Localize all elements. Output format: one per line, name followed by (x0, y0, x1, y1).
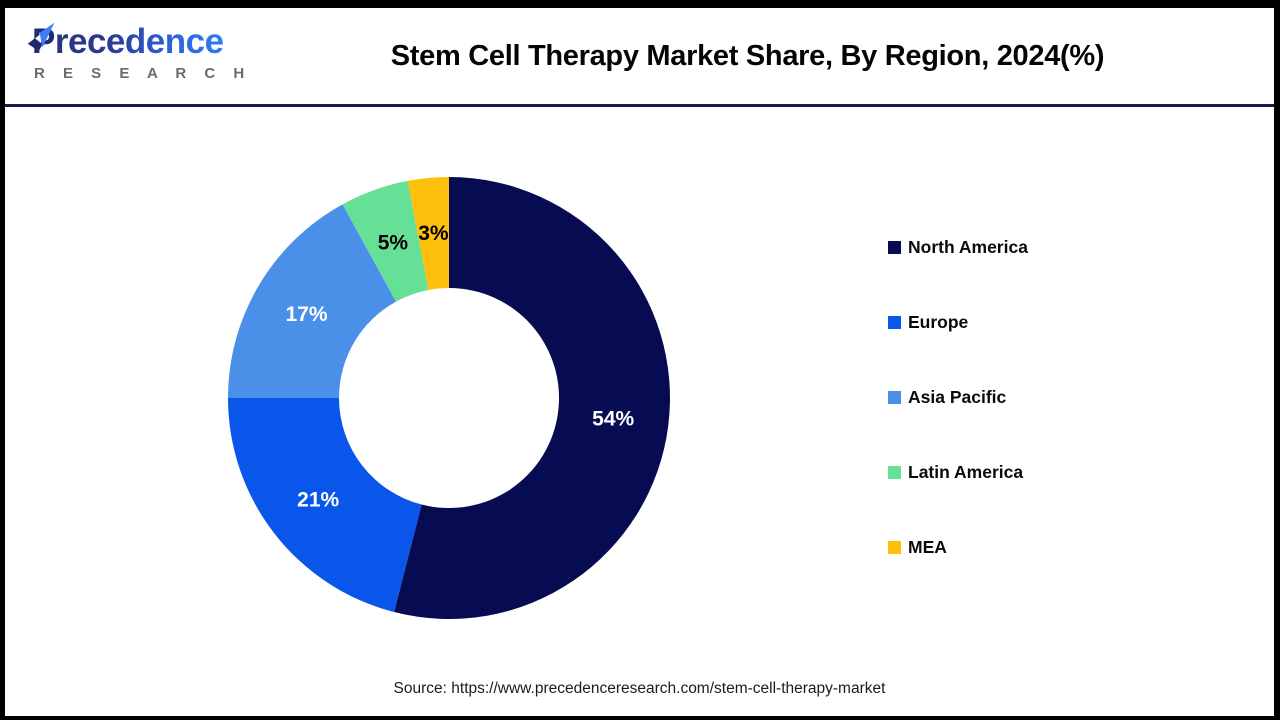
legend-marker-mea (888, 540, 901, 554)
header-divider (5, 104, 1274, 107)
legend-item-latin-america: Latin America (888, 462, 1028, 482)
slice-asia-pacific (228, 204, 397, 398)
slice-latin-america (342, 180, 429, 302)
logo-brand-text: Precedence (32, 22, 224, 61)
legend-item-north-america: North America (888, 237, 1028, 257)
slice-value-label-europe: 21% (297, 488, 339, 511)
legend-item-mea: MEA (888, 537, 1028, 557)
legend-label-europe: Europe (908, 311, 969, 332)
legend-label-latin-america: Latin America (908, 461, 1024, 482)
source-link: Source: https://www.precedenceresearch.c… (393, 680, 886, 697)
legend-marker-europe (888, 315, 901, 329)
slice-value-label-asia-pacific: 17% (285, 303, 327, 326)
legend-marker-asia-pacific (888, 390, 901, 404)
legend-label-north-america: North America (908, 236, 1028, 257)
chart-legend: North America Europe Asia Pacific Latin Ame… (888, 237, 1028, 612)
slice-mea (407, 177, 449, 290)
paper-plane-logo-icon (27, 22, 55, 52)
legend-item-europe: Europe (888, 312, 1028, 332)
slice-value-label-mea: 3% (418, 222, 449, 245)
donut-chart: 54% 21% 17% 5% 3% (228, 177, 670, 619)
legend-label-asia-pacific: Asia Pacific (908, 386, 1007, 407)
slice-europe (228, 398, 422, 613)
legend-item-asia-pacific: Asia Pacific (888, 387, 1028, 407)
slice-value-label-north-america: 54% (592, 408, 634, 431)
precedence-research-logo: Precedence R E S E A R C H (27, 20, 270, 82)
legend-marker-latin-america (888, 465, 901, 479)
logo-brand-line: Precedence (27, 20, 270, 64)
legend-label-mea: MEA (908, 536, 947, 557)
slice-north-america (394, 177, 670, 619)
legend-marker-north-america (888, 240, 901, 254)
slice-value-label-latin-america: 5% (378, 231, 409, 254)
chart-title: Stem Cell Therapy Market Share, By Regio… (390, 40, 1105, 72)
logo-brand-rest: recedence (54, 22, 224, 61)
logo-subtitle: R E S E A R C H (34, 65, 252, 82)
